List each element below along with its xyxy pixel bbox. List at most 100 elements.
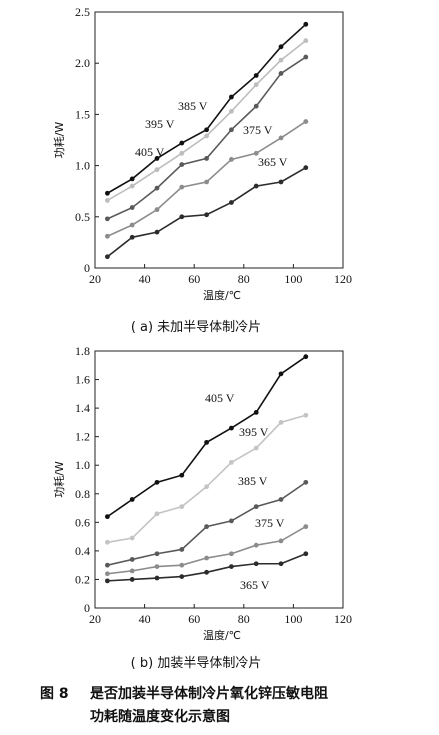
data-point [253,445,259,451]
y-tick-label: 1.0 [75,458,90,472]
x-tick-label: 20 [89,272,101,286]
data-point [179,547,185,552]
data-point [105,514,110,520]
x-tick-label: 60 [188,272,200,286]
data-point [278,44,284,50]
series-label: 375 V [255,516,285,530]
data-point [105,578,110,584]
x-axis-label: 温度/℃ [203,288,241,302]
data-point [204,569,210,575]
series-label: 385 V [178,99,208,113]
data-point [105,198,110,203]
plot-frame [94,11,344,269]
x-tick-label: 60 [188,612,200,626]
y-tick-label: 1.0 [75,159,90,173]
plot-frame [94,350,344,609]
data-point [229,157,234,162]
data-point [179,562,185,568]
data-point [278,561,284,567]
data-point [105,233,110,239]
data-point [303,54,309,60]
y-tick-label: 0.6 [75,515,90,529]
data-point [278,179,284,185]
data-point [179,184,185,190]
y-tick-label: 0.5 [75,210,90,224]
data-point [229,518,234,524]
data-point [303,551,309,557]
subtitle-a: ( a) 未加半导体制冷片 [131,320,261,335]
series-label: 365 V [258,155,288,169]
y-tick-label: 0.2 [75,572,90,586]
y-axis-label: 功耗/W [53,122,66,159]
data-point [105,190,110,196]
data-point [303,412,309,418]
data-point [129,535,135,541]
data-point [204,524,210,530]
data-point [303,119,309,124]
caption-line-2: 功耗随温度变化示意图 [90,708,230,725]
series-line [107,120,307,237]
series-label: 395 V [145,117,175,131]
data-point [204,133,210,139]
data-point [278,538,284,544]
data-point [229,459,234,465]
data-point [179,150,185,156]
data-point [303,38,309,44]
data-point [229,108,234,114]
data-point [105,571,110,577]
y-tick-label: 1.2 [75,430,90,444]
data-point [278,371,284,377]
data-point [154,551,160,557]
x-tick-label: 40 [139,612,151,626]
data-point [204,555,210,561]
data-point [105,216,110,222]
data-point [154,564,160,569]
x-tick-label: 100 [284,612,302,626]
x-axis-label: 温度/℃ [203,628,241,642]
series-line [106,356,307,518]
data-point [154,167,160,173]
data-point [204,156,210,161]
data-point [129,183,135,189]
x-tick-label: 100 [284,272,302,286]
data-point [278,135,284,141]
series-label: 365 V [240,578,270,592]
data-point [229,551,234,557]
data-point [229,94,234,100]
data-point [179,162,185,167]
data-point [253,103,259,109]
y-tick-label: 1.5 [75,107,90,121]
series-label: 405 V [135,145,165,159]
data-point [204,439,210,445]
series-label: 375 V [243,123,273,137]
series-label: 405 V [205,391,235,405]
data-point [229,564,234,569]
data-point [303,165,309,171]
data-point [253,82,259,88]
y-tick-label: 0 [84,261,90,275]
y-tick-label: 1.8 [75,344,90,358]
data-point [129,577,135,582]
data-point [129,222,135,228]
y-tick-label: 1.4 [75,401,90,415]
x-tick-label: 80 [238,612,250,626]
data-point [204,179,210,185]
y-tick-label: 2.0 [75,56,90,70]
data-point [303,21,309,27]
data-point [229,425,234,431]
data-point [105,539,110,545]
data-point [204,484,210,490]
data-point [105,254,110,260]
y-tick-label: 0.4 [75,544,90,558]
caption-line-1: 是否加装半导体制冷片氧化锌压敏电阻 [90,685,328,702]
data-point [204,127,210,133]
data-point [179,574,185,579]
data-point [129,176,135,182]
data-point [154,511,160,517]
x-tick-label: 20 [89,612,101,626]
y-tick-label: 2.5 [75,5,90,19]
series-label: 385 V [238,474,268,488]
data-point [129,497,135,502]
data-point [154,229,160,235]
data-point [303,524,309,530]
